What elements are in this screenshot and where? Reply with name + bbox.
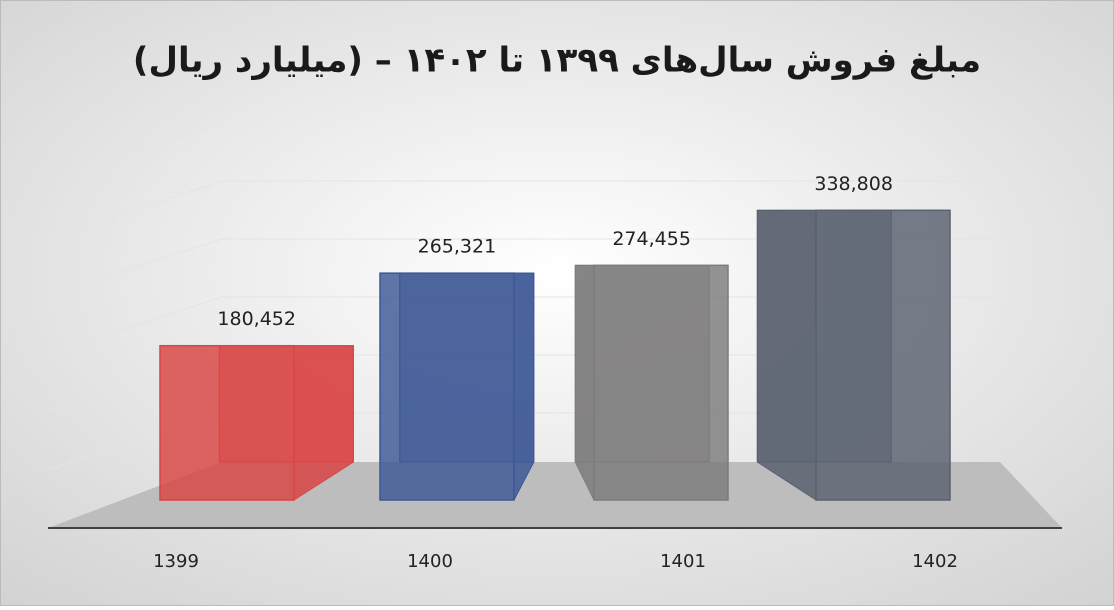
- bar: [815, 209, 951, 501]
- value-label: 265,321: [418, 236, 497, 258]
- x-tick-label: 1401: [660, 551, 706, 572]
- bar-side: [756, 209, 817, 501]
- x-tick-label: 1402: [912, 551, 958, 572]
- value-label: 338,808: [814, 173, 893, 195]
- bar-side: [513, 272, 535, 501]
- bar: [379, 272, 515, 501]
- x-tick-label: 1399: [153, 551, 199, 572]
- bar: [593, 264, 729, 501]
- chart-title: مبلغ فروش سال‌های ۱۳۹۹ تا ۱۴۰۲ – (میلیار…: [133, 41, 981, 81]
- bar-side: [574, 264, 595, 501]
- value-label: 274,455: [612, 228, 691, 250]
- x-tick-label: 1400: [407, 551, 453, 572]
- bar: [159, 344, 295, 501]
- value-label: 180,452: [217, 308, 296, 330]
